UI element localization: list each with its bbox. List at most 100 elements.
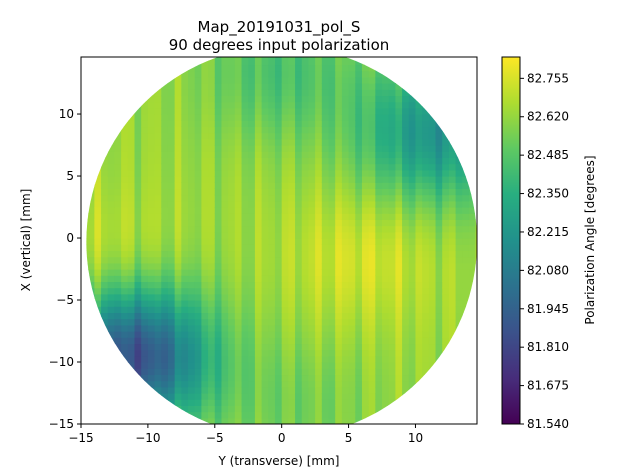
heatmap-cell [208,213,216,221]
heatmap-cell [301,287,310,295]
heatmap-cell [214,238,223,245]
heatmap-cell [375,107,383,115]
heatmap-cell [167,145,176,152]
heatmap-cell [114,256,122,264]
heatmap-cell [87,380,95,388]
heatmap-cell [228,324,236,332]
heatmap-cell [288,368,296,376]
heatmap-cell [341,176,350,183]
heatmap-cell [308,120,316,128]
heatmap-cell [422,101,430,109]
heatmap-cell [134,262,142,270]
heatmap-cell [468,207,477,214]
heatmap-cell [107,76,116,84]
heatmap-cell [328,151,336,159]
heatmap-cell [147,262,156,270]
heatmap-cell [301,176,310,183]
heatmap-cell [341,250,350,258]
heatmap-cell [328,145,336,152]
heatmap-cell [375,70,383,78]
heatmap-cell [86,126,89,134]
heatmap-cell [94,194,102,202]
heatmap-cell [288,64,296,72]
heatmap-cell [214,151,223,159]
heatmap-cell [428,306,437,314]
heatmap-cell [335,244,343,252]
heatmap-cell [194,380,203,388]
heatmap-cell [268,95,276,103]
heatmap-cell [448,188,457,196]
heatmap-cell [468,349,477,357]
heatmap-cell [228,231,236,239]
heatmap-cell [101,176,109,183]
heatmap-cell [328,244,336,252]
heatmap-cell [134,362,142,369]
heatmap-cell [228,417,236,424]
heatmap-cell [422,200,430,208]
heatmap-cell [134,194,142,202]
heatmap-cell [422,287,430,295]
heatmap-cell [167,132,176,140]
heatmap-cell [101,380,109,388]
heatmap-cell [348,250,356,258]
heatmap-cell [308,207,316,214]
heatmap-cell [214,262,223,270]
heatmap-cell [428,151,437,159]
heatmap-cell [402,126,410,134]
heatmap-cell [154,188,162,196]
heatmap-cell [86,399,89,406]
heatmap-cell [274,318,283,326]
heatmap-cell [181,182,189,190]
heatmap-cell [87,194,95,202]
heatmap-cell [254,213,263,221]
heatmap-cell [442,405,450,413]
heatmap-cell [462,331,470,338]
heatmap-cell [402,219,410,227]
heatmap-cell [248,83,256,90]
heatmap-cell [361,95,370,103]
heatmap-cell [228,238,236,245]
heatmap-cell [281,176,289,183]
heatmap-cell [268,157,276,165]
heatmap-cell [234,349,243,357]
heatmap-cell [468,331,477,338]
heatmap-cell [154,120,162,128]
heatmap-cell [107,83,116,90]
heatmap-cell [375,349,383,357]
heatmap-cell [248,399,256,406]
heatmap-cell [328,163,336,171]
heatmap-cell [147,318,156,326]
heatmap-cell [167,207,176,214]
heatmap-cell [221,151,229,159]
heatmap-cell [382,287,390,295]
heatmap-cell [241,262,249,270]
heatmap-cell [221,250,229,258]
heatmap-cell [468,399,477,406]
heatmap-cell [308,362,316,369]
heatmap-cell [174,300,182,307]
heatmap-cell [468,132,477,140]
heatmap-cell [134,225,142,233]
heatmap-cell [295,114,303,121]
heatmap-cell [241,244,249,252]
heatmap-cell [228,349,236,357]
heatmap-cell [241,151,249,159]
heatmap-cell [201,219,209,227]
heatmap-cell [355,231,363,239]
heatmap-cell [335,380,343,388]
heatmap-cell [94,238,102,245]
heatmap-cell [274,213,283,221]
heatmap-cell [328,219,336,227]
heatmap-cell [301,120,310,128]
heatmap-cell [254,176,263,183]
heatmap-cell [274,343,283,351]
heatmap-cell [388,95,396,103]
heatmap-cell [468,176,477,183]
heatmap-cell [355,58,363,66]
heatmap-cell [341,238,350,245]
heatmap-cell [295,306,303,314]
heatmap-cell [455,213,463,221]
heatmap-cell [87,374,95,382]
heatmap-cell [468,275,477,283]
heatmap-cell [107,176,116,183]
